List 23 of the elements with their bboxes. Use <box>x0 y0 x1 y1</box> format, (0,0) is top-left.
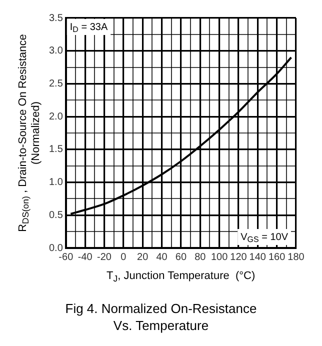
x-tick-label: 140 <box>249 252 266 263</box>
x-tick-label: -20 <box>97 252 112 263</box>
y-tick-label: 3.5 <box>48 12 64 24</box>
y-axis-title: RDS(on) , Drain-to-Source On Resistance (Normalized) <box>16 34 42 232</box>
y-tick-label: 1.5 <box>48 144 64 156</box>
x-tick-label: 80 <box>194 252 206 263</box>
y-tick-label: 2.5 <box>48 78 64 90</box>
x-tick-label: 100 <box>210 252 228 263</box>
y-tick-label: 3.0 <box>48 46 64 57</box>
text: Fig 4. Normalized On-Resistance Vs. Temperature <box>64 300 258 334</box>
x-tick-label: 40 <box>156 252 168 263</box>
x-tick-label: 160 <box>268 252 286 263</box>
x-tick-label: -60 <box>58 252 74 263</box>
x-tick-label: 0 <box>120 252 127 263</box>
x-tick-label: 20 <box>137 252 149 263</box>
y-tick-label: 0.5 <box>48 210 64 221</box>
y-tick-label: 2.0 <box>48 111 64 122</box>
x-tick-label: 120 <box>230 252 248 263</box>
y-tick-label: 0.0 <box>48 242 64 254</box>
y-tick-label: 1.0 <box>48 177 64 188</box>
x-tick-label: 180 <box>288 252 305 263</box>
x-tick-label: 60 <box>175 252 187 263</box>
x-tick-label: -40 <box>78 252 93 263</box>
